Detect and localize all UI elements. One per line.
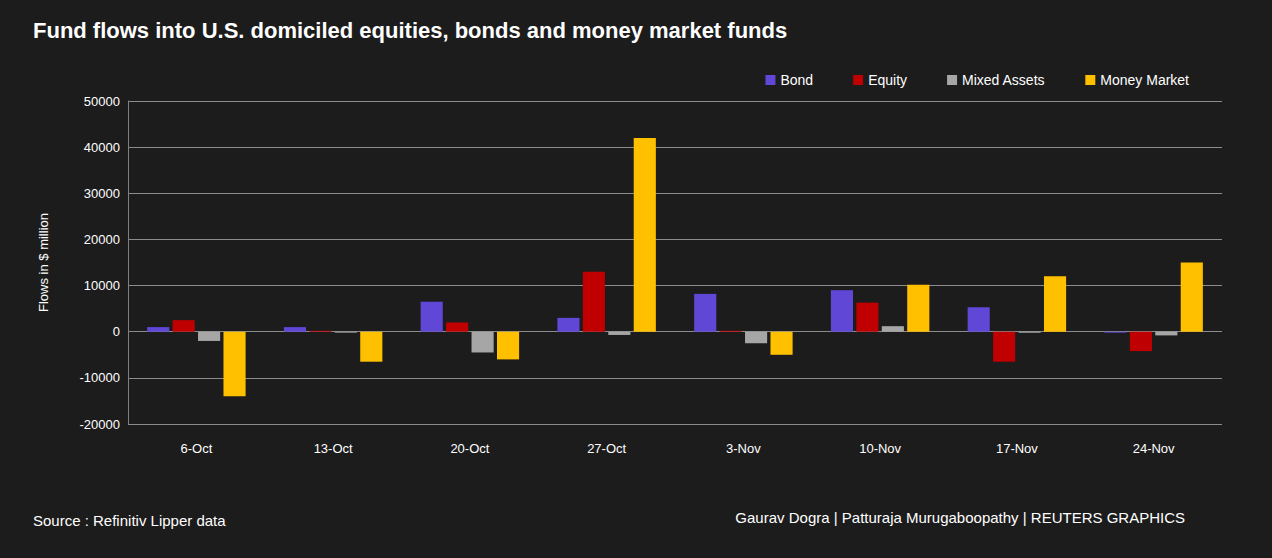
svg-text:-10000: -10000 <box>80 370 120 385</box>
svg-text:30000: 30000 <box>84 186 120 201</box>
svg-text:10-Nov: 10-Nov <box>859 441 901 456</box>
svg-text:Fund flows into U.S. domiciled: Fund flows into U.S. domiciled equities,… <box>33 18 787 43</box>
svg-text:Gaurav Dogra | Patturaja Murug: Gaurav Dogra | Patturaja Murugaboopathy … <box>735 509 1185 526</box>
svg-text:-20000: -20000 <box>80 417 120 432</box>
svg-text:17-Nov: 17-Nov <box>996 441 1038 456</box>
svg-text:20-Oct: 20-Oct <box>450 441 489 456</box>
svg-text:Equity: Equity <box>868 72 907 88</box>
svg-text:27-Oct: 27-Oct <box>587 441 626 456</box>
svg-text:Flows in $ million: Flows in $ million <box>36 213 51 312</box>
svg-text:Money Market: Money Market <box>1100 72 1189 88</box>
svg-text:Mixed Assets: Mixed Assets <box>962 72 1044 88</box>
svg-text:Source : Refinitiv Lipper data: Source : Refinitiv Lipper data <box>33 512 226 529</box>
svg-text:50000: 50000 <box>84 94 120 109</box>
svg-text:3-Nov: 3-Nov <box>726 441 761 456</box>
svg-text:20000: 20000 <box>84 232 120 247</box>
svg-text:40000: 40000 <box>84 140 120 155</box>
svg-text:Bond: Bond <box>780 72 813 88</box>
svg-text:0: 0 <box>113 324 120 339</box>
svg-text:6-Oct: 6-Oct <box>180 441 212 456</box>
svg-text:24-Nov: 24-Nov <box>1133 441 1175 456</box>
svg-text:13-Oct: 13-Oct <box>314 441 353 456</box>
svg-text:10000: 10000 <box>84 278 120 293</box>
